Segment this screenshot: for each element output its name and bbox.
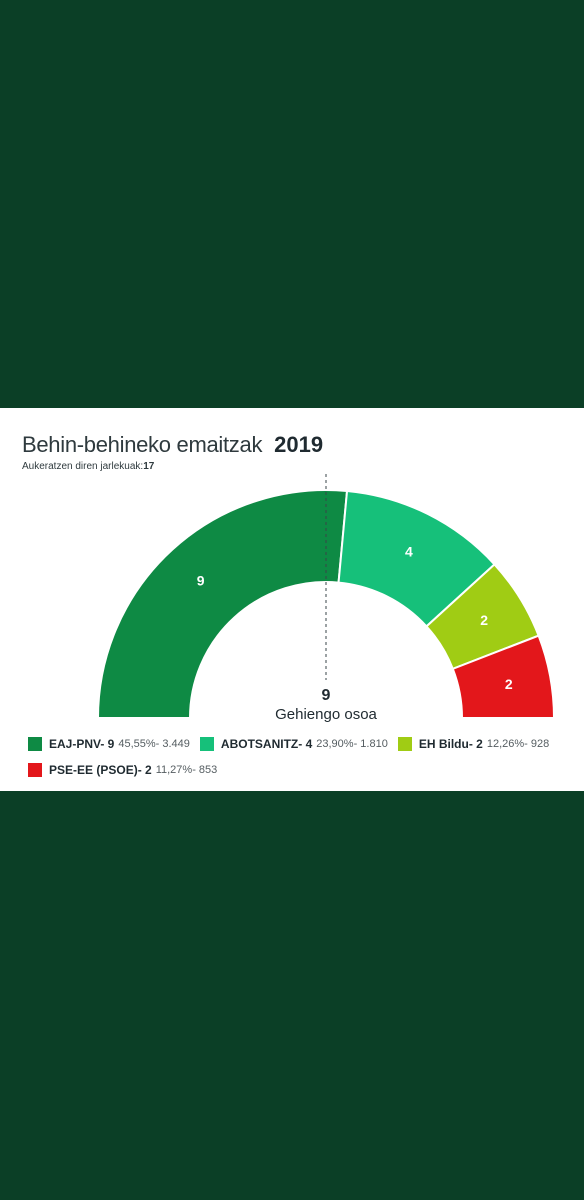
results-card: Behin-behineko emaitzak 2019 Aukeratzen …	[0, 408, 584, 791]
segment-label-pse-ee-psoe: 2	[505, 676, 513, 692]
seats-subtitle: Aukeratzen diren jarlekuak:17	[22, 461, 154, 472]
legend-label: EH Bildu- 2	[418, 737, 483, 751]
legend-label: ABOTSANITZ- 4	[220, 737, 313, 751]
legend: EAJ-PNV- 9 45,55%- 3.449 ABOTSANITZ- 4 2…	[28, 733, 568, 785]
segment-pse-ee-psoe[interactable]	[451, 634, 556, 719]
legend-swatch-eh-bildu	[397, 737, 412, 751]
chart-year: 2019	[274, 432, 324, 457]
chart-title: Behin-behineko emaitzak	[22, 432, 263, 457]
segment-label-eaj-pnv: 9	[197, 573, 205, 589]
seats-subtitle-label: Aukeratzen diren jarlekuak:	[22, 461, 144, 472]
legend-label: PSE-EE (PSOE)- 2	[49, 763, 152, 777]
seats-subtitle-value: 17	[143, 461, 155, 472]
legend-swatch-eaj-pnv	[28, 737, 42, 751]
segment-label-abotsanitz: 4	[405, 543, 413, 559]
legend-detail: 12,26%- 928	[486, 738, 550, 750]
legend-item-eh-bildu[interactable]: EH Bildu- 2 12,26%- 928	[397, 737, 550, 751]
legend-item-pse-ee[interactable]: PSE-EE (PSOE)- 2 11,27%- 853	[28, 763, 217, 777]
legend-detail: 11,27%- 853	[155, 764, 218, 776]
legend-label: EAJ-PNV- 9	[49, 737, 115, 751]
majority-label: Gehiengo osoa	[275, 706, 377, 723]
seat-chart: 9 4 2 2 9 Gehiengo osoa	[96, 474, 556, 723]
title-row: Behin-behineko emaitzak 2019	[22, 432, 323, 458]
legend-row-2: PSE-EE (PSOE)- 2 11,27%- 853	[28, 759, 568, 781]
chart-segments	[96, 489, 556, 719]
chart-segment-labels: 9 4 2 2	[197, 543, 513, 691]
legend-swatch-pse-ee	[28, 763, 42, 777]
legend-detail: 23,90%- 1.810	[316, 738, 388, 750]
legend-item-eaj-pnv[interactable]: EAJ-PNV- 9 45,55%- 3.449	[28, 737, 190, 751]
legend-swatch-abotsanitz	[199, 737, 214, 751]
legend-item-abotsanitz[interactable]: ABOTSANITZ- 4 23,90%- 1.810	[199, 737, 388, 751]
segment-label-eh-bildu: 2	[480, 612, 488, 628]
legend-detail: 45,55%- 3.449	[118, 738, 190, 750]
segment-eaj-pnv[interactable]	[96, 489, 349, 719]
majority-number: 9	[322, 687, 331, 704]
legend-row-1: EAJ-PNV- 9 45,55%- 3.449 ABOTSANITZ- 4 2…	[28, 733, 568, 755]
